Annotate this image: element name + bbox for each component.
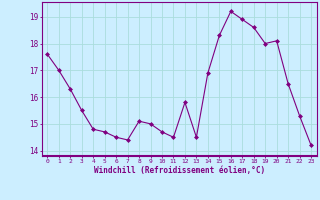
X-axis label: Windchill (Refroidissement éolien,°C): Windchill (Refroidissement éolien,°C) xyxy=(94,166,265,175)
